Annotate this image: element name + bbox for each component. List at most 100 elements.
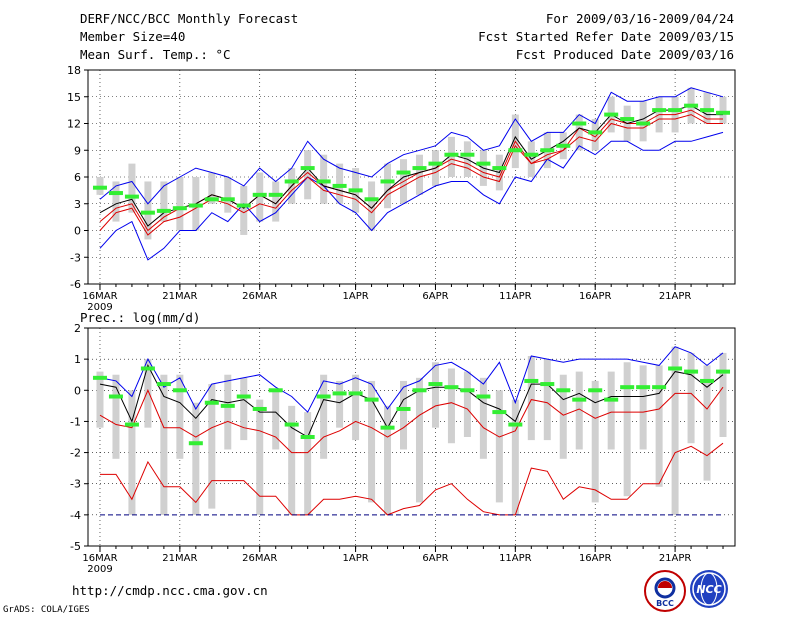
temp-box-13 [304, 150, 312, 200]
temp-box-34 [639, 101, 647, 142]
precip-observed-mark-31 [588, 388, 603, 393]
temp-observed-mark-12 [284, 179, 299, 184]
precip-box-24 [479, 377, 487, 459]
temp-box-11 [272, 181, 280, 222]
temp-observed-mark-31 [588, 130, 603, 135]
temp-observed-mark-18 [380, 179, 395, 184]
source-url[interactable]: http://cmdp.ncc.cma.gov.cn [72, 583, 268, 598]
precip-box-33 [623, 362, 631, 497]
precip-series-max [99, 346, 724, 413]
precip-box-2 [128, 390, 136, 515]
precip-observed-mark-39 [716, 369, 731, 374]
precip-observed-mark-3 [140, 366, 155, 371]
temp-observed-mark-29 [556, 143, 571, 148]
precip-box-37 [687, 352, 695, 444]
precip-title: Prec.: log(mm/d) [80, 310, 201, 325]
precip-xtick-label-4: 6APR [422, 553, 448, 564]
precip-observed-mark-21 [428, 382, 443, 387]
forecast-start-date: Fcst Started Refer Date 2009/03/15 [478, 29, 734, 44]
temp-observed-mark-8 [220, 197, 235, 202]
temp-box-38 [703, 92, 711, 124]
temp-observed-mark-20 [412, 166, 427, 171]
temp-observed-mark-15 [332, 183, 347, 188]
precip-observed-mark-18 [380, 425, 395, 430]
bcc-logo: BCC [644, 570, 686, 612]
temp-observed-mark-9 [236, 203, 251, 208]
temp-box-3 [144, 181, 152, 240]
temp-observed-mark-16 [348, 188, 363, 193]
precip-box-4 [160, 374, 168, 515]
temp-box-8 [224, 177, 232, 213]
temp-observed-mark-3 [140, 210, 155, 215]
bcc-logo-text: BCC [656, 599, 674, 608]
precip-observed-mark-8 [220, 403, 235, 408]
precip-box-12 [288, 405, 296, 515]
precip-observed-mark-26 [508, 422, 523, 427]
temp-xtick-label-6: 16APR [579, 291, 612, 302]
temp-ytick-label-4: 6 [74, 171, 81, 184]
precip-observed-mark-16 [348, 391, 363, 396]
temp-observed-mark-5 [172, 206, 187, 211]
precip-observed-mark-17 [364, 397, 379, 402]
temp-observed-mark-30 [572, 121, 587, 126]
temp-xtick-label-7: 21APR [659, 291, 692, 302]
precip-xtick-label-2: 26MAR [242, 553, 277, 564]
precip-observed-mark-28 [540, 382, 555, 387]
precip-observed-mark-38 [700, 378, 715, 383]
precip-observed-mark-24 [476, 394, 491, 399]
precip-ytick-label-0: -5 [70, 540, 81, 553]
precip-observed-mark-5 [172, 388, 187, 393]
precip-observed-mark-6 [188, 441, 203, 446]
precip-observed-mark-2 [124, 422, 139, 427]
precip-box-34 [639, 365, 647, 450]
temp-observed-mark-10 [252, 192, 267, 197]
precip-observed-mark-12 [284, 422, 299, 427]
temp-xtick-label-4: 6APR [422, 291, 448, 302]
temp-series-mean [99, 105, 723, 227]
temp-box-4 [160, 181, 168, 222]
temp-xtick-label-1: 21MAR [162, 291, 197, 302]
precip-box-28 [543, 359, 551, 441]
ncc-logo: NCC [690, 570, 728, 608]
precip-box-20 [415, 377, 423, 503]
precip-observed-mark-34 [636, 385, 651, 390]
precip-xtick-label-1: 21MAR [162, 553, 197, 564]
precip-box-5 [176, 374, 184, 459]
precip-xtick-label-0: 16MAR [82, 553, 117, 564]
temp-box-31 [591, 119, 599, 151]
temp-observed-mark-6 [188, 203, 203, 208]
precip-box-17 [368, 380, 376, 503]
temp-box-14 [320, 154, 328, 204]
temp-observed-mark-13 [300, 166, 315, 171]
precip-observed-mark-13 [300, 435, 315, 439]
precip-xtick-label-3: 1APR [342, 553, 368, 564]
temp-observed-mark-23 [460, 152, 475, 157]
precip-observed-mark-0 [92, 375, 107, 380]
precip-observed-mark-35 [652, 385, 667, 390]
precip-observed-mark-25 [492, 410, 507, 415]
precip-box-36 [671, 346, 679, 515]
grads-credit: GrADS: COLA/IGES [3, 605, 90, 615]
temp-box-30 [575, 114, 583, 151]
temp-panel: -6 -3 0 3 6 9 12 15 18 16MAR 21MAR 26MAR 1APR 6APR 11A… [67, 64, 736, 313]
precip-observed-mark-20 [412, 388, 427, 393]
temp-observed-mark-39 [716, 110, 731, 115]
temp-observed-mark-38 [700, 108, 715, 113]
precip-box-1 [112, 374, 120, 459]
temp-series-lower [99, 114, 723, 236]
temp-year-label: 2009 [87, 302, 112, 313]
precip-box-16 [352, 374, 360, 441]
temp-observed-mark-32 [604, 112, 619, 117]
precip-observed-mark-22 [444, 385, 459, 390]
temp-observed-mark-27 [524, 152, 539, 157]
precip-observed-mark-4 [156, 382, 171, 387]
precip-box-23 [463, 371, 471, 437]
temp-box-5 [176, 177, 184, 231]
precip-observed-mark-23 [460, 388, 475, 393]
temp-observed-mark-22 [444, 152, 459, 157]
precip-observed-mark-9 [236, 394, 251, 399]
temp-observed-mark-4 [156, 208, 171, 213]
chart-title: DERF/NCC/BCC Monthly Forecast [80, 11, 299, 26]
temp-observed-mark-25 [492, 166, 507, 171]
